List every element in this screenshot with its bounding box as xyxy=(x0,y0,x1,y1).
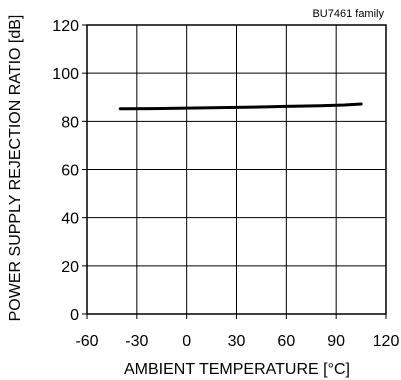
y-tick-labels: 0 20 40 60 80 100 120 xyxy=(52,18,79,324)
x-tick-label: 120 xyxy=(373,333,400,350)
psrr-series-line xyxy=(118,102,363,111)
plot-frame xyxy=(82,24,387,319)
y-tick-label: 80 xyxy=(61,114,79,131)
x-tick-label: 0 xyxy=(182,333,191,350)
y-tick-label: 60 xyxy=(61,163,79,180)
chart-annotation: BU7461 family xyxy=(312,8,384,20)
x-tick-label: 60 xyxy=(277,333,295,350)
x-tick-label: -60 xyxy=(75,333,98,350)
x-tick-label: 30 xyxy=(228,333,246,350)
x-tick-labels: -60 -30 0 30 60 90 120 xyxy=(75,333,399,350)
y-tick-label: 100 xyxy=(52,66,79,83)
y-tick-label: 40 xyxy=(61,211,79,228)
x-tick-label: -30 xyxy=(125,333,148,350)
y-tick-label: 120 xyxy=(52,18,79,35)
y-axis-label: POWER SUPPLY REJECTION RATIO [dB] xyxy=(7,15,24,322)
y-tick-label: 0 xyxy=(70,307,79,324)
y-tick-label: 20 xyxy=(61,259,79,276)
x-axis-label: AMBIENT TEMPERATURE [°C] xyxy=(124,361,350,378)
series-layer xyxy=(118,102,363,111)
x-tick-label: 90 xyxy=(327,333,345,350)
grid xyxy=(86,24,387,315)
